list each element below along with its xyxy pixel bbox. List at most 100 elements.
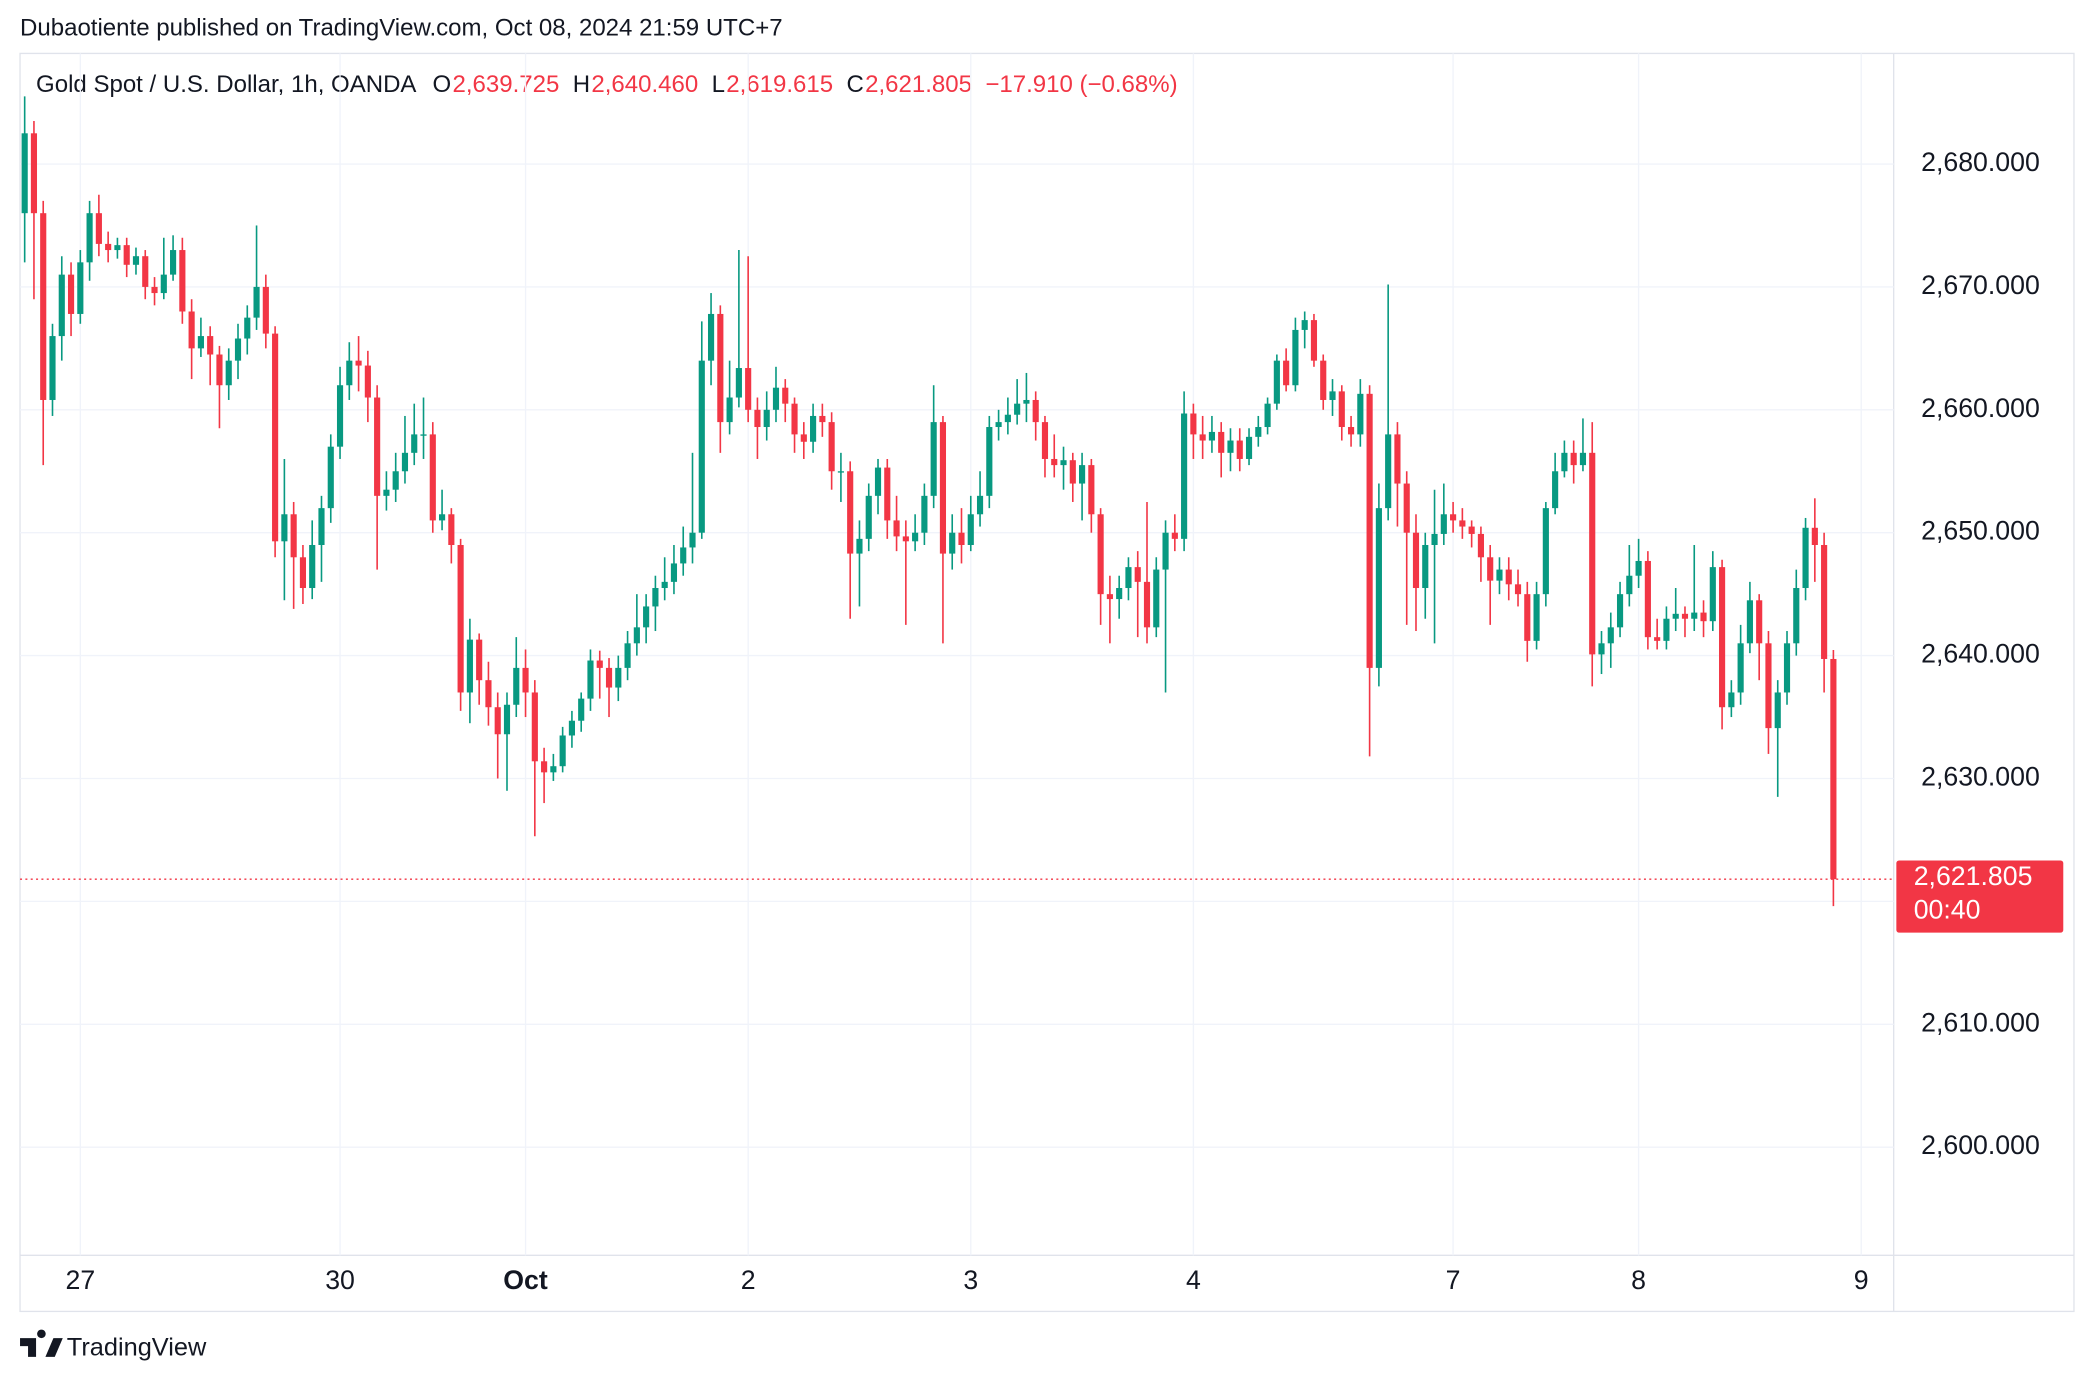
candle-body bbox=[355, 360, 362, 366]
candle-body bbox=[1756, 600, 1763, 644]
candle-body bbox=[1264, 403, 1271, 428]
x-tick-label: 7 bbox=[1446, 1265, 1461, 1295]
candle-body bbox=[1320, 360, 1327, 400]
candle-body bbox=[763, 409, 770, 428]
x-tick-label: 30 bbox=[325, 1265, 355, 1295]
x-tick-label: Oct bbox=[503, 1265, 548, 1295]
candle-body bbox=[485, 680, 492, 708]
candle-body bbox=[1014, 403, 1021, 415]
candle-body bbox=[1329, 391, 1336, 400]
candle-body bbox=[1644, 560, 1651, 638]
candle-body bbox=[837, 471, 844, 473]
candle-body bbox=[448, 514, 455, 545]
candle-body bbox=[893, 520, 900, 537]
candle-body bbox=[253, 286, 260, 318]
candle-body bbox=[1245, 436, 1253, 459]
y-tick-label: 2,610.000 bbox=[1921, 1007, 2040, 1037]
candle-body bbox=[114, 245, 121, 251]
candle-body bbox=[828, 422, 835, 472]
candle-body bbox=[364, 365, 371, 398]
ohlc-key: O bbox=[432, 71, 451, 98]
candle-body bbox=[438, 514, 446, 521]
y-tick-label: 2,650.000 bbox=[1921, 516, 2040, 546]
candle-body bbox=[587, 660, 594, 699]
candle-body bbox=[1570, 452, 1577, 466]
candle-body bbox=[670, 563, 678, 582]
candle-body bbox=[503, 704, 511, 735]
candle-body bbox=[939, 422, 947, 554]
candle-body bbox=[1654, 637, 1661, 641]
candle-body bbox=[281, 514, 288, 542]
candle-body bbox=[1691, 612, 1698, 619]
candle-body bbox=[30, 133, 38, 214]
candle-body bbox=[1041, 422, 1049, 459]
candle-body bbox=[476, 639, 483, 681]
candle-body bbox=[550, 766, 557, 773]
candle-body bbox=[541, 761, 548, 773]
candle-body bbox=[1394, 434, 1401, 484]
candle-body bbox=[142, 256, 149, 287]
candle-body bbox=[1347, 427, 1355, 435]
candle-body bbox=[1737, 643, 1744, 693]
candle-body bbox=[1069, 460, 1076, 484]
candle-body bbox=[1431, 533, 1438, 545]
candle-body bbox=[207, 336, 214, 355]
candle-body bbox=[856, 538, 863, 554]
candle-body bbox=[1273, 360, 1280, 404]
candle-body bbox=[1403, 483, 1410, 533]
y-tick-label: 2,680.000 bbox=[1921, 147, 2040, 177]
candle-body bbox=[1292, 329, 1299, 386]
candle-body bbox=[652, 588, 659, 607]
candle-body bbox=[986, 427, 993, 496]
candle-body bbox=[58, 274, 65, 337]
candle-body bbox=[1375, 508, 1382, 668]
candle-body bbox=[1097, 514, 1104, 595]
candle-body bbox=[392, 471, 399, 490]
candle-body bbox=[1366, 393, 1373, 668]
candle-body bbox=[309, 544, 316, 589]
candle-body bbox=[522, 667, 529, 693]
candle-body bbox=[411, 434, 418, 453]
candle-body bbox=[234, 338, 242, 361]
candle-body bbox=[290, 514, 297, 558]
candle-body bbox=[1524, 594, 1531, 641]
candle-body bbox=[318, 508, 325, 545]
candle-body bbox=[1505, 569, 1512, 585]
x-tick-label: 3 bbox=[963, 1265, 978, 1295]
candle-body bbox=[624, 643, 631, 668]
candle-body bbox=[1765, 643, 1772, 729]
candle-body bbox=[1635, 560, 1642, 576]
candle-body bbox=[336, 385, 344, 447]
candle-body bbox=[949, 532, 956, 554]
candle-body bbox=[921, 495, 928, 533]
x-tick-label: 9 bbox=[1854, 1265, 1869, 1295]
candle-body bbox=[1153, 569, 1160, 628]
candle-body bbox=[1774, 692, 1781, 729]
candle-body bbox=[1310, 320, 1318, 361]
legend: Gold Spot / U.S. Dollar, 1h, OANDA O 2,63… bbox=[36, 71, 1178, 98]
x-tick-label: 8 bbox=[1631, 1265, 1646, 1295]
candle-body bbox=[374, 397, 381, 496]
header: Dubaotiente published on TradingView.com… bbox=[20, 15, 783, 42]
candle-body bbox=[170, 250, 177, 275]
candle-body bbox=[1218, 431, 1225, 453]
candle-body bbox=[1709, 567, 1716, 622]
candle-body bbox=[1227, 440, 1234, 453]
candle-body bbox=[225, 360, 232, 386]
candle-body bbox=[132, 256, 140, 265]
candle-body bbox=[1181, 413, 1188, 539]
candle-body bbox=[299, 557, 307, 589]
candle-body bbox=[1542, 508, 1549, 595]
candle-body bbox=[67, 274, 75, 314]
candle-body bbox=[160, 274, 167, 294]
candle-body bbox=[1106, 594, 1113, 600]
candle-body bbox=[1208, 431, 1216, 441]
candle-body bbox=[1468, 526, 1475, 534]
ohlc-key: L bbox=[712, 71, 725, 98]
candle-body bbox=[86, 213, 93, 263]
candle-body bbox=[123, 245, 130, 265]
candle-body bbox=[420, 434, 427, 436]
axes: 2,600.0002,610.0002,620.0002,630.0002,64… bbox=[65, 147, 2064, 1295]
candle-body bbox=[188, 311, 195, 349]
